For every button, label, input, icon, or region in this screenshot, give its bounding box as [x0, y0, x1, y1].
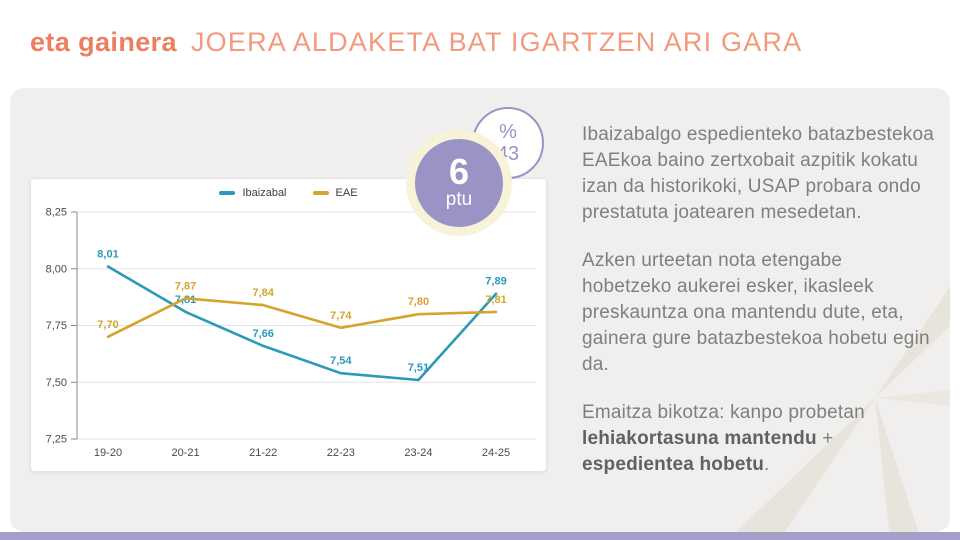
y-tick-label: 7,50 [46, 377, 67, 389]
page-title: JOERA ALDAKETA BAT IGARTZEN ARI GARA [190, 27, 803, 57]
x-tick-label: 20-21 [172, 447, 200, 459]
legend-item-ibaizabal: Ibaizabal [219, 187, 287, 199]
paragraph-1: Ibaizabalgo espedienteko batazbestekoa E… [582, 124, 934, 223]
percent-symbol: % [499, 121, 517, 143]
paragraph-3: Emaitza bikotza: kanpo probetan lehiakor… [582, 400, 934, 478]
data-label-eae: 7,80 [408, 296, 429, 308]
legend-swatch [312, 191, 329, 195]
points-unit: ptu [445, 188, 473, 210]
bottom-accent-bar [0, 532, 960, 540]
data-label-ibaizabal: 7,51 [408, 362, 429, 374]
series-line-ibaizabal [106, 265, 498, 382]
points-value: 6 [448, 151, 470, 193]
summary-text: Ibaizabalgo espedienteko batazbestekoa E… [582, 122, 934, 478]
x-tick-label: 24-25 [482, 447, 510, 459]
y-tick-label: 7,25 [46, 434, 67, 446]
legend-label: EAE [335, 187, 358, 199]
slide-header: eta gainera JOERA ALDAKETA BAT IGARTZEN … [30, 27, 802, 58]
y-tick-label: 8,25 [46, 207, 67, 219]
data-label-ibaizabal: 8,01 [97, 249, 118, 261]
data-label-eae: 7,70 [97, 319, 118, 331]
paragraph-3-bold-2: espedientea hobetu [582, 454, 765, 475]
data-label-eae: 7,84 [252, 287, 274, 299]
points-badge: 6 ptu [415, 139, 503, 227]
chart-legend: Ibaizabal EAE [31, 187, 546, 199]
data-label-eae: 7,81 [485, 294, 506, 306]
data-label-ibaizabal: 7,81 [175, 294, 196, 306]
legend-label: Ibaizabal [242, 187, 287, 199]
data-label-ibaizabal: 7,54 [330, 355, 352, 367]
x-tick-label: 23-24 [404, 447, 432, 459]
legend-item-eae: EAE [312, 187, 358, 199]
paragraph-3-prefix: Emaitza bikotza: kanpo probetan [582, 402, 865, 423]
x-tick-label: 21-22 [249, 447, 277, 459]
x-tick-label: 19-20 [94, 447, 122, 459]
legend-swatch [219, 191, 236, 195]
line-chart: 8,25 8,00 7,75 7,50 7,25 19-20 20-21 21-22 22-23… [46, 207, 536, 459]
data-label-eae: 7,87 [175, 280, 196, 292]
series-line-eae [106, 297, 498, 339]
content-card: 8,25 8,00 7,75 7,50 7,25 19-20 20-21 21-22 22-23… [10, 88, 950, 532]
data-label-ibaizabal: 7,66 [252, 328, 273, 340]
paragraph-3-mid: + [816, 428, 834, 449]
paragraph-3-bold-1: lehiakortasuna mantendu [582, 428, 817, 449]
data-label-ibaizabal: 7,89 [485, 276, 506, 288]
data-label-eae: 7,74 [330, 310, 352, 322]
paragraph-3-suffix: . [764, 454, 770, 475]
x-tick-label: 22-23 [327, 447, 355, 459]
paragraph-2: Azken urteetan nota etengabe hobetzeko a… [582, 250, 930, 375]
y-tick-label: 8,00 [46, 263, 67, 275]
title-lead: eta gainera [30, 27, 177, 57]
y-tick-label: 7,75 [46, 320, 67, 332]
